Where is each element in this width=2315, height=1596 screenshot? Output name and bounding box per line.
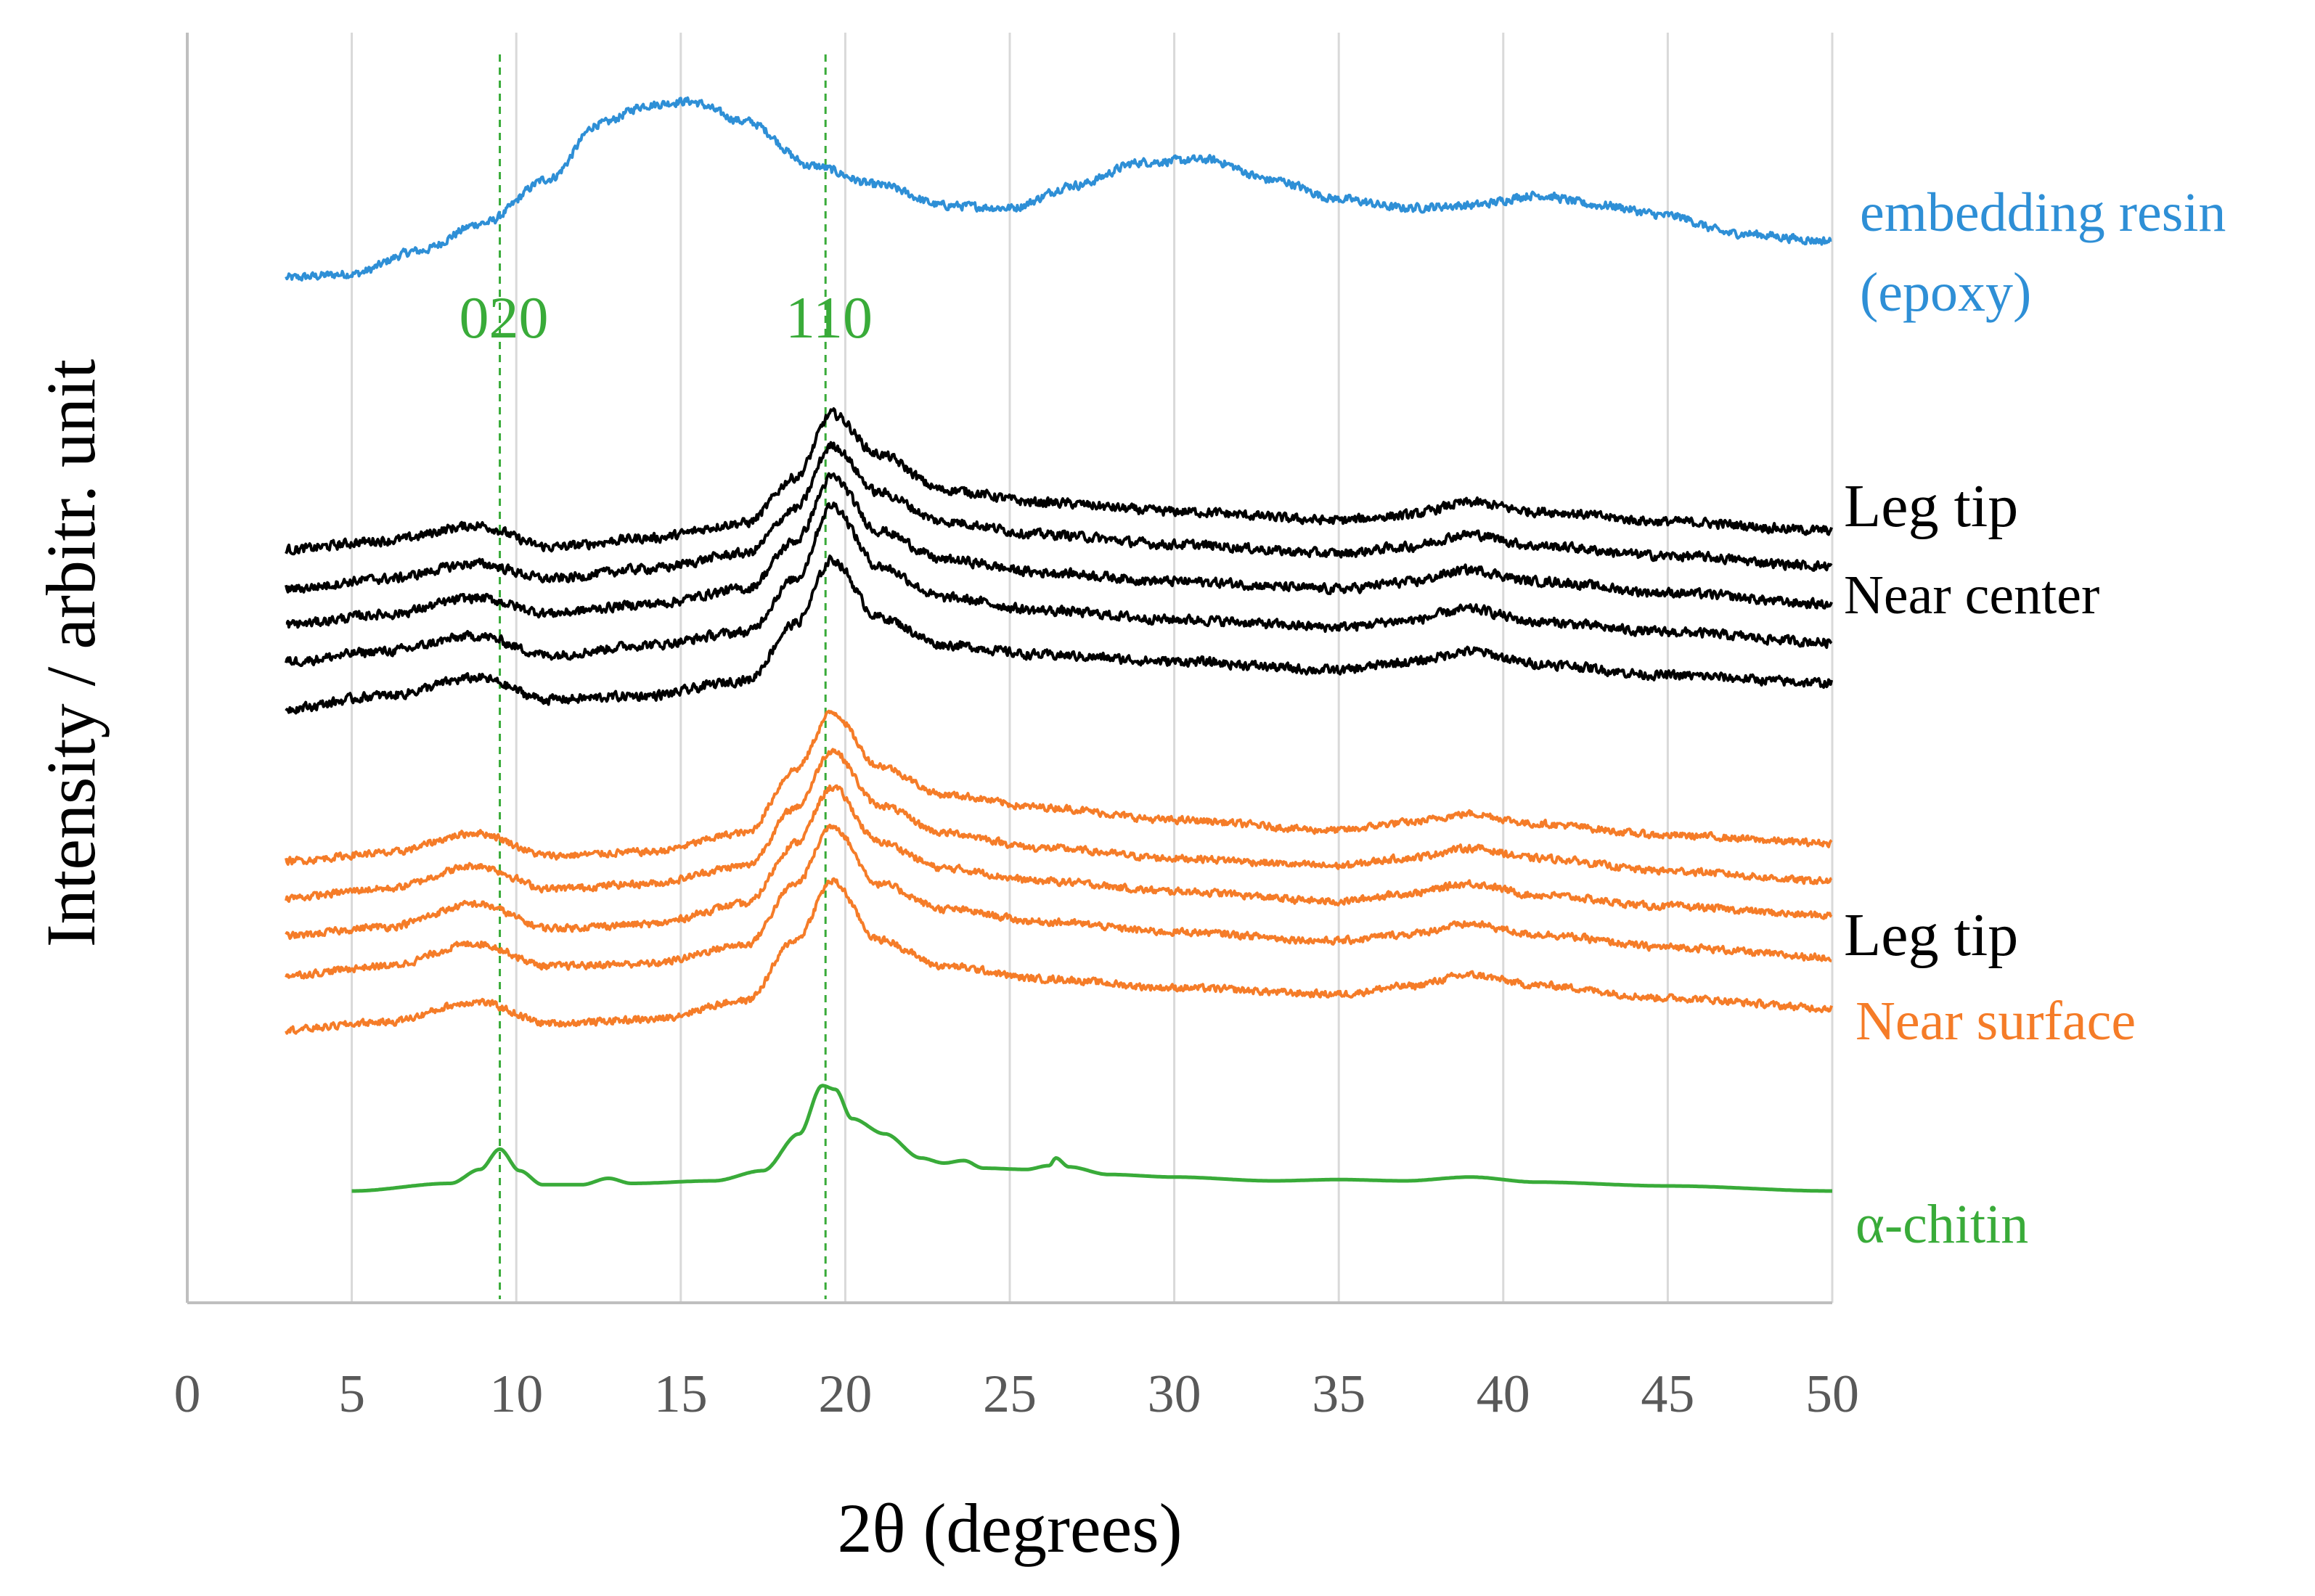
series-line-11 (285, 877, 1834, 1035)
x-tick-label-10: 10 (489, 1364, 543, 1424)
x-tick-label-20: 20 (818, 1364, 872, 1424)
axes (186, 33, 1832, 1304)
series-line-8 (285, 748, 1833, 903)
series-line-9 (285, 784, 1833, 941)
x-tick-label-30: 30 (1148, 1364, 1201, 1424)
vertical-gridlines (351, 33, 1834, 1303)
x-tick-label-50: 50 (1805, 1364, 1859, 1424)
x-tick-label-0: 0 (174, 1364, 201, 1424)
series-line-2 (285, 407, 1833, 556)
label-embedding-resin: embedding resin (1860, 182, 2226, 243)
y-axis-title: Intensity / arbitr. unit (32, 359, 110, 947)
series-line-10 (285, 823, 1832, 980)
label-alpha-chitin: α-chitin (1855, 1194, 2028, 1255)
series-line-1 (285, 96, 1832, 282)
x-tick-label-15: 15 (654, 1364, 708, 1424)
label-leg-tip-orange: Leg tip (1844, 901, 2018, 969)
x-tick-labels: 0 5 10 15 20 25 30 35 40 45 50 (174, 1364, 1860, 1424)
series-line-5 (285, 502, 1833, 668)
x-axis-title: 2θ (degrees) (837, 1489, 1182, 1567)
x-tick-label-45: 45 (1641, 1364, 1694, 1424)
x-tick-label-40: 40 (1477, 1364, 1530, 1424)
reference-lines (499, 54, 827, 1299)
peak-label-020: 020 (460, 285, 549, 351)
x-tick-label-5: 5 (338, 1364, 365, 1424)
peak-label-110: 110 (785, 285, 873, 351)
series-line-7 (285, 709, 1833, 866)
series-line-3 (285, 441, 1833, 594)
x-tick-label-35: 35 (1312, 1364, 1365, 1424)
label-epoxy: (epoxy) (1860, 262, 2031, 323)
series-lines (285, 96, 1834, 1193)
label-leg-tip-black: Leg tip (1844, 472, 2018, 540)
series-line-12 (351, 1084, 1833, 1193)
label-near-center: Near center (1844, 565, 2099, 626)
label-near-surface: Near surface (1855, 991, 2136, 1052)
series-line-4 (285, 472, 1833, 629)
x-tick-label-25: 25 (983, 1364, 1037, 1424)
series-line-6 (285, 554, 1834, 715)
